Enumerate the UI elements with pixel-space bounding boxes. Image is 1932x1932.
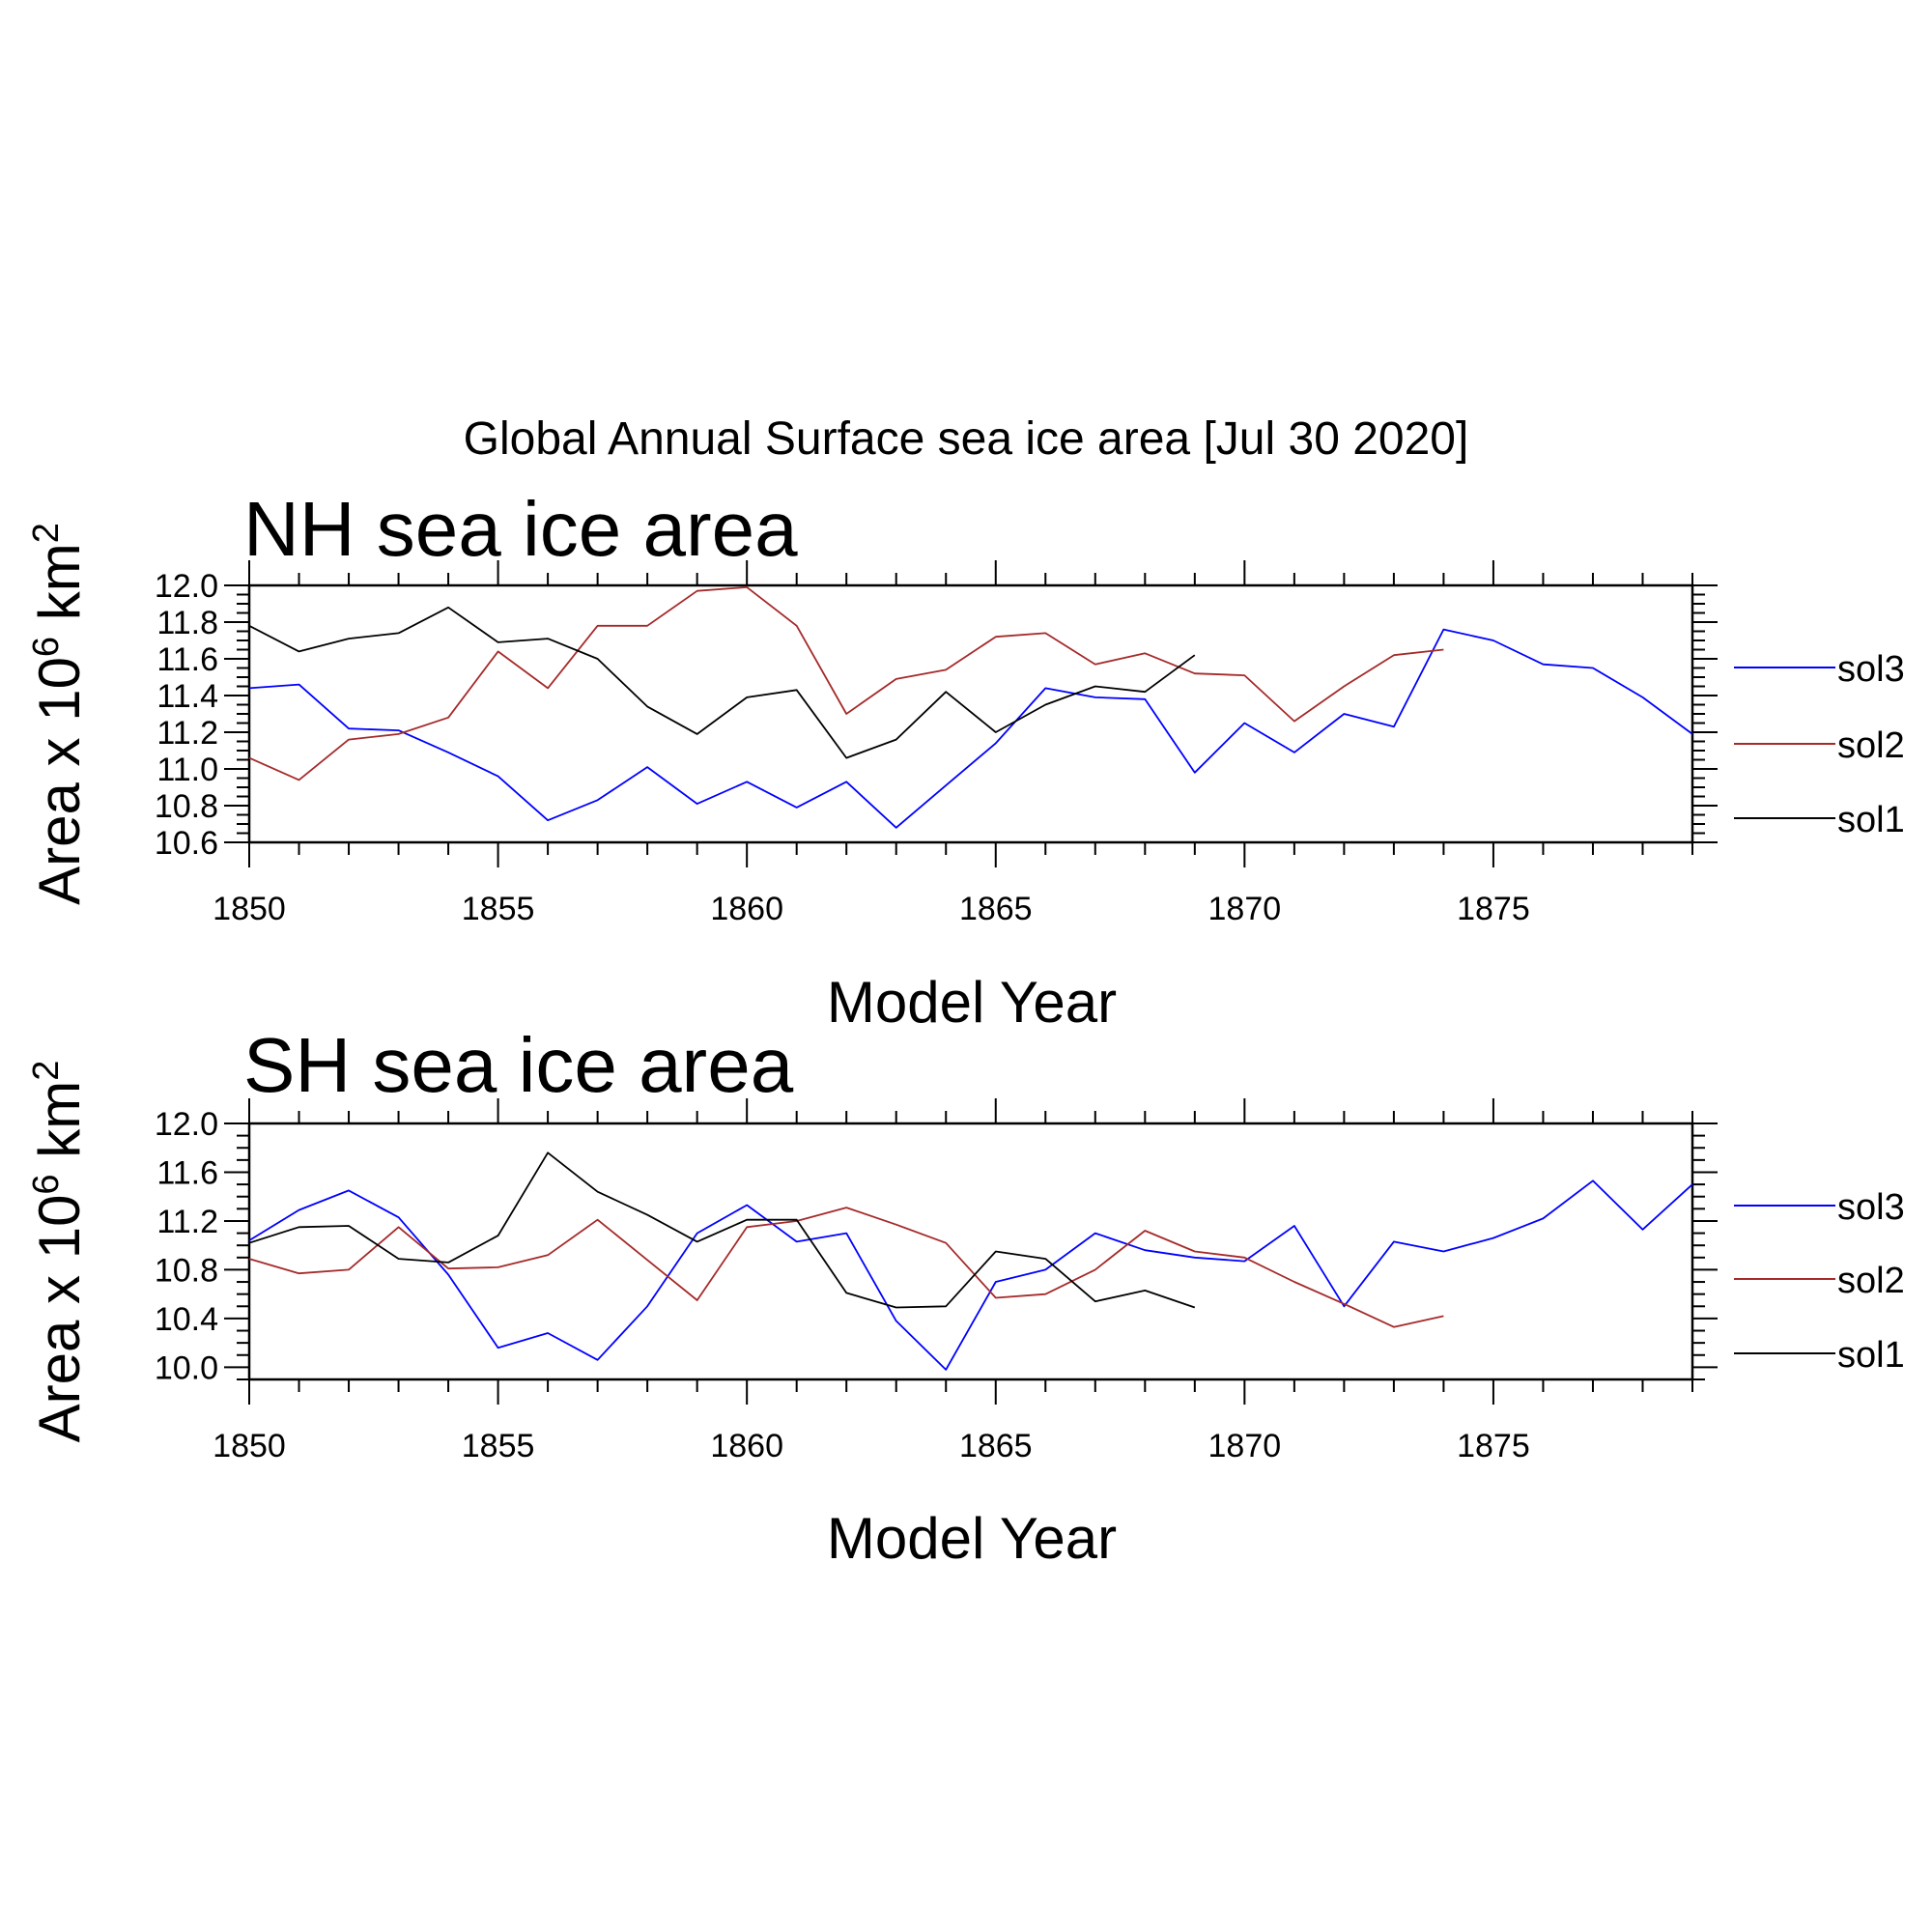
sh-panel-title: SH sea ice area [243, 1022, 794, 1108]
sh-y-tick-label: 10.0 [155, 1350, 218, 1386]
nh-x-tick-label: 1870 [1208, 891, 1282, 927]
sh-x-tick-label: 1850 [213, 1428, 286, 1464]
sh-y-axis-label: Area x 106 km2 [26, 1061, 92, 1443]
nh-series-sol2 [248, 586, 1444, 781]
sh-x-tick-label: 1870 [1208, 1428, 1282, 1464]
nh-x-axis-label: Model Year [827, 970, 1117, 1035]
sh-x-tick-label: 1860 [710, 1428, 783, 1464]
sh-y-tick-label: 10.8 [155, 1252, 218, 1289]
sh-y-tick-label: 11.2 [156, 1204, 218, 1240]
nh-y-axis-label: Area x 106 km2 [26, 523, 92, 905]
nh-legend-label-sol2: sol2 [1837, 725, 1905, 766]
sh-series-sol2 [248, 1207, 1444, 1328]
sh-legend-label-sol3: sol3 [1837, 1187, 1905, 1228]
nh-y-tick-label: 11.2 [156, 715, 218, 752]
figure-title: Global Annual Surface sea ice area [Jul … [464, 413, 1469, 465]
nh-legend-label-sol3: sol3 [1837, 649, 1905, 690]
nh-x-tick-label: 1875 [1457, 891, 1530, 927]
sh-plot-frame [247, 1122, 1694, 1381]
sh-panel: 1850 1855 1860 1865 1870 1875 10.0 10.4 10.8 11.2… [26, 1022, 1905, 1571]
sh-x-tick-label: 1875 [1457, 1428, 1530, 1464]
nh-y-tick-label: 11.0 [156, 752, 218, 788]
nh-y-tick-label: 12.0 [155, 568, 218, 605]
sh-legend-label-sol2: sol2 [1837, 1261, 1905, 1301]
nh-x-tick-label: 1865 [959, 891, 1033, 927]
nh-series-sol1 [248, 606, 1196, 759]
sh-y-tick-label: 10.4 [155, 1301, 218, 1338]
sh-series-sol3 [248, 1179, 1693, 1371]
nh-legend-label-sol1: sol1 [1837, 800, 1905, 840]
sh-y-tick-label: 11.6 [156, 1154, 218, 1191]
nh-x-tick-label: 1860 [710, 891, 783, 927]
nh-y-tick-label: 11.4 [156, 678, 218, 715]
nh-panel-title: NH sea ice area [243, 486, 798, 572]
sh-legend-label-sol1: sol1 [1837, 1335, 1905, 1376]
nh-series-sol3 [248, 628, 1693, 829]
nh-y-tick-label: 11.6 [156, 641, 218, 678]
nh-y-tick-label: 10.8 [155, 788, 218, 825]
sh-x-tick-label: 1865 [959, 1428, 1033, 1464]
sh-series-sol1 [248, 1151, 1196, 1309]
nh-y-tick-label: 11.8 [156, 605, 218, 641]
nh-y-tick-label: 10.6 [155, 825, 218, 862]
sh-x-axis-label: Model Year [827, 1506, 1117, 1571]
sh-x-tick-label: 1855 [462, 1428, 535, 1464]
nh-x-tick-label: 1850 [213, 891, 286, 927]
sh-y-tick-label: 12.0 [155, 1106, 218, 1143]
nh-x-tick-label: 1855 [462, 891, 535, 927]
nh-panel: 1850 1855 1860 1865 1870 1875 10.610.811.011.2… [26, 486, 1905, 1035]
